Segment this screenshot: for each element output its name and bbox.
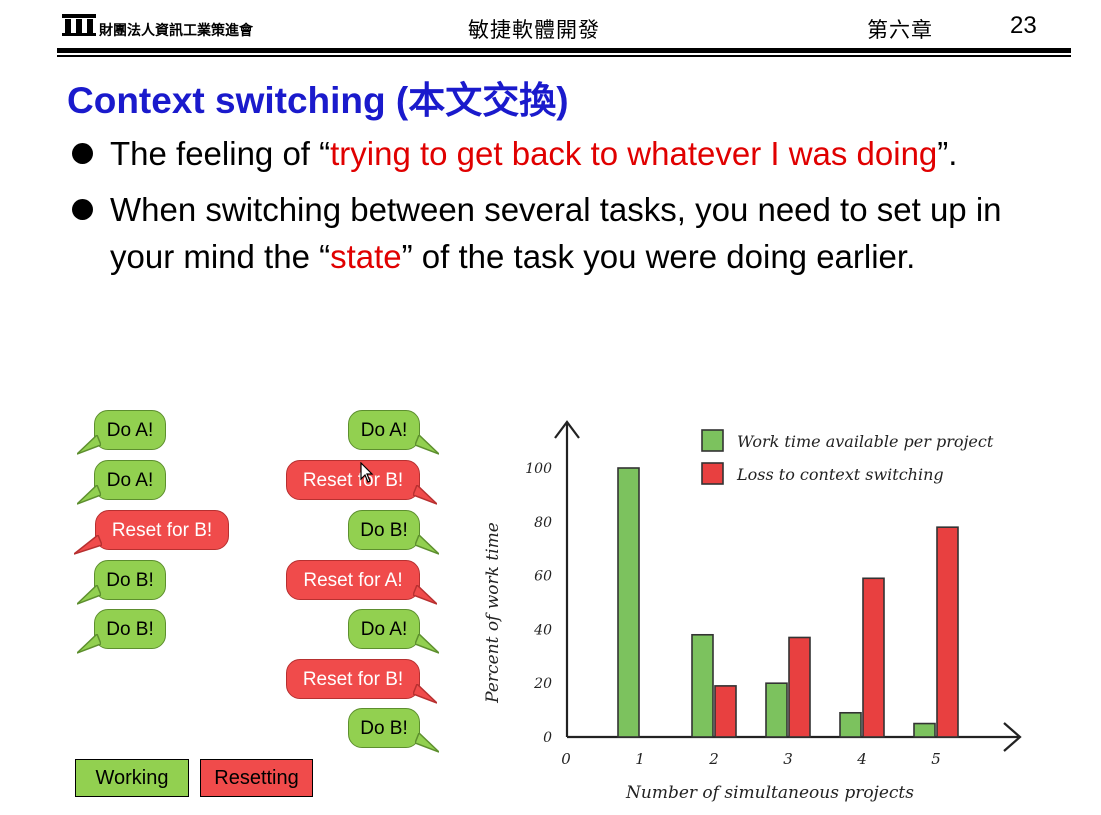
x-axis-arrow-icon xyxy=(1003,722,1022,752)
chart-bars xyxy=(617,467,959,738)
bullet-item: The feeling of “trying to get back to wh… xyxy=(70,130,1030,177)
speech-bubble-resetting: Reset for B! xyxy=(286,659,437,704)
bar-chart: 0 20 40 60 80 100 0 1 2 3 4 5 Number of simultaneous… xyxy=(483,420,1022,803)
bullet-text-end: ”. xyxy=(937,135,958,172)
course-title: 敏捷軟體開發 xyxy=(468,18,600,42)
x-tick-label: 0 xyxy=(561,750,571,768)
speech-bubble-resetting: Reset for A! xyxy=(286,560,437,605)
slide-header: 財團法人資訊工業策進會 敏捷軟體開發 第六章 23 xyxy=(0,0,1101,57)
bubble-label: Do A! xyxy=(106,470,154,491)
bar-work-time xyxy=(765,682,788,738)
x-tick-label: 1 xyxy=(635,750,645,768)
legend-resetting: Resetting xyxy=(200,759,313,797)
bar-work-time xyxy=(839,711,862,738)
y-tick-label: 80 xyxy=(534,515,552,531)
x-tick-label: 3 xyxy=(783,750,793,768)
y-tick-label: 40 xyxy=(533,622,552,638)
header-divider-thin xyxy=(57,55,1071,57)
bullet-list: The feeling of “trying to get back to wh… xyxy=(70,130,1030,289)
header-divider xyxy=(57,48,1071,53)
legend-swatch xyxy=(701,462,724,485)
mouse-cursor-icon xyxy=(360,462,374,483)
chart-labels: 0 20 40 60 80 100 0 1 2 3 4 5 Number of simultaneous… xyxy=(483,461,941,803)
legend-label: Work time available per project xyxy=(737,432,994,451)
slide-title-text: Context switching ( xyxy=(67,80,409,121)
speech-bubble-working: Do B! xyxy=(77,609,166,654)
bullet-dot-icon xyxy=(72,199,93,220)
legend-label: Loss to context switching xyxy=(736,465,944,484)
speech-bubble-resetting: Reset for B! xyxy=(74,510,229,555)
speech-bubble-working: Do A! xyxy=(77,410,166,455)
bullet-item: When switching between several tasks, yo… xyxy=(70,186,1030,280)
y-tick-label: 60 xyxy=(534,569,552,585)
bubble-label: Do B! xyxy=(106,570,154,591)
bar-context-loss xyxy=(862,577,885,738)
y-tick-label: 20 xyxy=(533,676,552,692)
speech-bubble-working: Do B! xyxy=(77,560,166,605)
speech-bubble-working: Do A! xyxy=(348,410,439,455)
bubble-label: Do A! xyxy=(360,420,408,441)
bullet-dot-icon xyxy=(72,143,93,164)
x-tick-label: 2 xyxy=(708,750,719,768)
bubble-label: Reset for B! xyxy=(302,669,404,690)
bullet-text: The feeling of “ xyxy=(110,135,331,172)
slide-title: Context switching (本文交換) xyxy=(67,70,569,124)
bubble-label: Reset for B! xyxy=(111,520,213,541)
bubble-label: Do B! xyxy=(360,520,408,541)
bubble-label: Do A! xyxy=(360,619,408,640)
x-axis-title: Number of simultaneous projects xyxy=(625,783,914,803)
bar-work-time xyxy=(691,633,714,738)
x-tick-label: 5 xyxy=(931,750,941,768)
chapter-label: 第六章 xyxy=(867,18,933,42)
bullet-highlight: state xyxy=(330,238,402,275)
speech-bubble-working: Do A! xyxy=(348,609,439,654)
bullet-highlight: trying to get back to whatever I was doi… xyxy=(330,135,938,172)
y-tick-label: 100 xyxy=(525,461,552,477)
speech-bubble-working: Do A! xyxy=(77,460,166,505)
speech-bubble-working: Do B! xyxy=(348,510,439,555)
bullet-text-end: ” of the task you were doing earlier. xyxy=(401,238,916,275)
page-number: 23 xyxy=(1010,12,1037,39)
bar-context-loss xyxy=(788,636,811,738)
organization-name: 財團法人資訊工業策進會 xyxy=(99,23,253,39)
bubble-label: Do B! xyxy=(360,718,408,739)
y-tick-label: 0 xyxy=(543,730,552,746)
slide-title-close: ) xyxy=(556,80,569,121)
bubble-label: Do B! xyxy=(106,619,154,640)
x-tick-label: 4 xyxy=(856,750,867,768)
slide-title-cjk: 本文交換 xyxy=(408,78,557,122)
y-axis-arrow-icon xyxy=(554,420,580,439)
legend-swatch xyxy=(701,429,724,452)
chart-legend: Work time available per project Loss to c… xyxy=(701,429,994,485)
bar-context-loss xyxy=(714,685,737,738)
bubble-label: Reset for B! xyxy=(302,470,404,491)
bar-context-loss xyxy=(936,526,959,738)
bubble-label: Reset for A! xyxy=(303,570,403,591)
legend-working: Working xyxy=(75,759,189,797)
y-axis-title: Percent of work time xyxy=(483,522,503,704)
institute-logo-icon xyxy=(62,14,96,36)
bubble-label: Do A! xyxy=(106,420,154,441)
bar-work-time xyxy=(913,722,936,738)
bullet-text: When switching between several tasks, yo… xyxy=(110,191,1002,275)
bar-work-time xyxy=(617,467,640,738)
speech-bubble-working: Do B! xyxy=(348,708,439,753)
speech-bubble-resetting: Reset for B! xyxy=(286,460,437,505)
